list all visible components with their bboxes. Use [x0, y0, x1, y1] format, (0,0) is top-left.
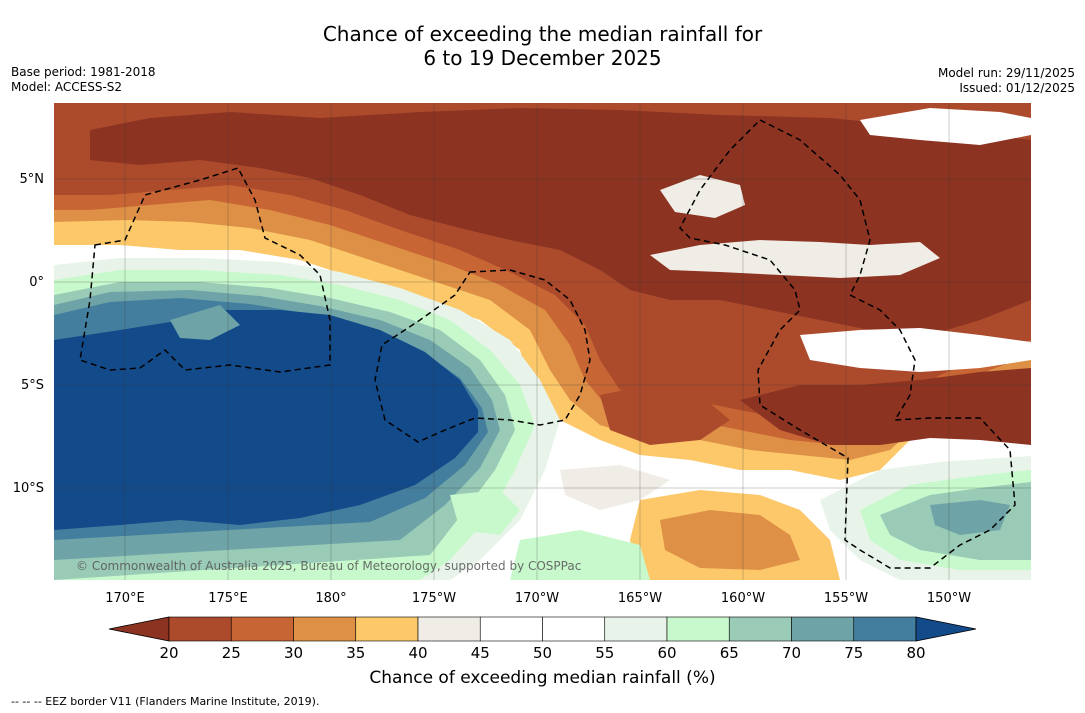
colorbar-tick-label: 20 — [159, 644, 178, 662]
colorbar-tick-label: 35 — [346, 644, 365, 662]
eez-kiribati-line — [679, 119, 1016, 569]
colorbar-tick-label: 75 — [844, 644, 863, 662]
dry-core — [90, 108, 1031, 335]
gridlines — [54, 103, 1031, 580]
colorbar-tick-label: 40 — [408, 644, 427, 662]
light-patch-north — [660, 175, 745, 218]
colorbar-tick-label: 50 — [533, 644, 552, 662]
colorbar-segment — [168, 616, 232, 642]
copyright-text: © Commonwealth of Australia 2025, Bureau… — [76, 559, 581, 573]
wet-core — [54, 310, 478, 530]
title-line-1: Chance of exceeding the median rainfall … — [322, 22, 763, 46]
dry-south-central-30 — [660, 510, 800, 570]
colorbar-segment — [853, 616, 917, 642]
probability-field — [54, 103, 1031, 580]
dry-patch-south — [600, 385, 730, 445]
colorbar-segment — [293, 616, 357, 642]
lon-label: 170°E — [105, 591, 145, 606]
light-band-equator — [800, 328, 1031, 372]
eez-kiribati-gilbert — [79, 167, 331, 373]
colorbar-segment — [728, 616, 792, 642]
colorbar-tick-label: 70 — [782, 644, 801, 662]
colorbar-segment — [666, 616, 730, 642]
metadata-left: Base period: 1981-2018 Model: ACCESS-S2 — [11, 65, 156, 95]
eez-kiribati-phoenix — [374, 269, 591, 443]
lon-label: 165°W — [618, 591, 662, 606]
lat-labels: 5°N 0° 5°S 10°S — [13, 172, 44, 496]
colorbar-segment — [355, 616, 419, 642]
model-text: Model: ACCESS-S2 — [11, 80, 123, 94]
lon-label: 180° — [315, 591, 346, 606]
colorbar-segment — [230, 616, 294, 642]
green-south-central — [450, 490, 520, 535]
colorbar-tick-label: 45 — [471, 644, 490, 662]
colorbar-segment — [479, 616, 543, 642]
colorbar-extend-low — [108, 616, 170, 642]
lat-label: 5°S — [21, 378, 44, 393]
map-title: Chance of exceeding the median rainfall … — [0, 22, 1085, 70]
lon-label: 175°W — [412, 591, 456, 606]
eez-borders — [79, 119, 1016, 569]
colorbar-tick-label: 30 — [284, 644, 303, 662]
eez-footnote: -- -- -- EEZ border V11 (Flanders Marine… — [11, 695, 320, 708]
colorbar-segment — [542, 616, 606, 642]
lon-labels: 170°E 175°E 180° 175°W 170°W 165°W 160°W… — [105, 591, 971, 606]
lon-label: 170°W — [515, 591, 559, 606]
model-run-text: Model run: 29/11/2025 — [937, 66, 1075, 80]
lon-label: 150°W — [927, 591, 971, 606]
colorbar-tick-label: 80 — [906, 644, 925, 662]
lon-label: 160°W — [721, 591, 765, 606]
wet-light-patch — [170, 305, 240, 340]
metadata-right: Model run: 29/11/2025 Issued: 01/12/2025 — [938, 66, 1075, 96]
colorbar-title: Chance of exceeding median rainfall (%) — [369, 668, 716, 688]
base-period-text: Base period: 1981-2018 — [11, 65, 156, 79]
dry-core-south — [740, 368, 1031, 445]
lon-label: 175°E — [208, 591, 248, 606]
lon-label: 155°W — [824, 591, 868, 606]
colorbar-tick-label: 55 — [595, 644, 614, 662]
colorbar-segment — [791, 616, 855, 642]
lat-label: 5°N — [20, 172, 45, 187]
issued-text: Issued: 01/12/2025 — [959, 81, 1075, 95]
colorbar: 20 25 30 35 40 45 50 55 60 65 70 75 80 — [108, 616, 977, 662]
neutral-south-central — [560, 465, 670, 510]
lat-label: 0° — [29, 275, 44, 290]
title-line-2: 6 to 19 December 2025 — [423, 46, 662, 70]
colorbar-tick-label: 65 — [720, 644, 739, 662]
colorbar-segment — [604, 616, 668, 642]
colorbar-tick-label: 60 — [657, 644, 676, 662]
colorbar-tick-label: 25 — [222, 644, 241, 662]
lat-label: 10°S — [13, 481, 44, 496]
colorbar-extend-high — [915, 616, 977, 642]
colorbar-segment — [417, 616, 481, 642]
light-patch-east — [860, 108, 1031, 145]
green-bottom — [510, 530, 650, 580]
wet-se-75 — [930, 500, 1010, 535]
